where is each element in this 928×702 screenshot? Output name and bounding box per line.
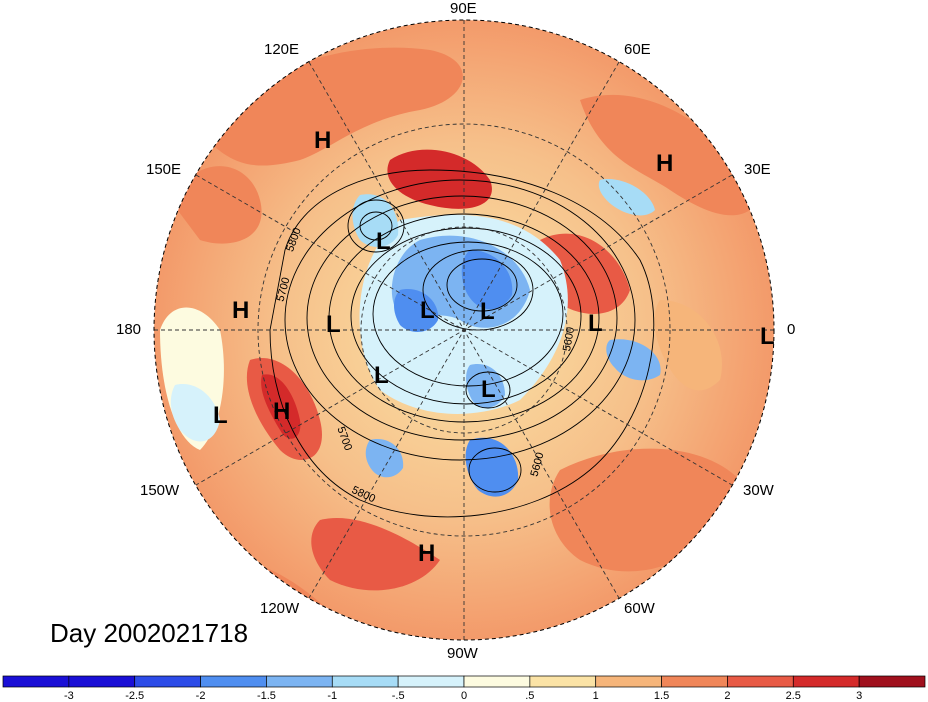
polar-map: 90E 60E 30E 0 30W 60W 90W 120W 150W 180 … bbox=[116, 0, 795, 662]
colorbar-swatch bbox=[397, 675, 465, 688]
colorbar-tick-label: -.5 bbox=[392, 690, 405, 702]
colorbar-tick-label: 2.5 bbox=[786, 690, 801, 702]
low-pressure-label: L bbox=[326, 311, 341, 338]
colorbar-tick-label: 3 bbox=[856, 690, 862, 702]
map-title: Day 2002021718 bbox=[50, 618, 249, 648]
graticule bbox=[154, 20, 774, 640]
colorbar-swatch bbox=[792, 675, 860, 688]
colorbar-tick-label: 2 bbox=[724, 690, 730, 702]
lon-label-30w: 30W bbox=[743, 482, 775, 499]
low-pressure-label: L bbox=[213, 402, 228, 429]
colorbar-swatch bbox=[2, 675, 70, 688]
lon-label-30e: 30E bbox=[744, 161, 771, 178]
lon-label-0: 0 bbox=[787, 321, 795, 338]
low-pressure-label: L bbox=[420, 297, 435, 324]
colorbar-tick-label: 0 bbox=[461, 690, 467, 702]
high-pressure-label: H bbox=[232, 297, 249, 324]
high-pressure-label: H bbox=[314, 127, 331, 154]
lon-label-120w: 120W bbox=[260, 600, 300, 617]
low-pressure-label: L bbox=[481, 376, 496, 403]
colorbar-swatch bbox=[727, 675, 794, 688]
lon-label-150w: 150W bbox=[140, 482, 180, 499]
colorbar-swatch bbox=[266, 675, 333, 688]
low-pressure-label: L bbox=[760, 323, 775, 350]
colorbar-tick-label: -1.5 bbox=[257, 690, 276, 702]
anomaly-field bbox=[154, 20, 774, 640]
colorbar-tick-label: .5 bbox=[525, 690, 534, 702]
high-pressure-label: H bbox=[656, 150, 673, 177]
low-pressure-label: L bbox=[374, 362, 389, 389]
colorbar-swatch bbox=[200, 675, 267, 688]
high-pressure-label: H bbox=[273, 398, 290, 425]
colorbar-swatch bbox=[858, 675, 926, 688]
map-boundary bbox=[153, 19, 775, 641]
lon-label-60e: 60E bbox=[624, 41, 651, 58]
colorbar-tick-label: -2.5 bbox=[125, 690, 144, 702]
colorbar-swatch bbox=[463, 675, 531, 688]
colorbar-swatch bbox=[134, 675, 201, 688]
lon-label-60w: 60W bbox=[624, 600, 656, 617]
contour-label: 5600 bbox=[561, 326, 577, 352]
colorbar-swatch bbox=[68, 675, 136, 688]
lon-label-120e: 120E bbox=[264, 41, 299, 58]
colorbar-tick-label: 1 bbox=[593, 690, 599, 702]
colorbar-tick-label: -3 bbox=[64, 690, 74, 702]
lon-label-180: 180 bbox=[116, 321, 141, 338]
colorbar-swatch bbox=[661, 675, 728, 688]
low-pressure-label: L bbox=[480, 298, 495, 325]
high-pressure-label: H bbox=[418, 540, 435, 567]
colorbar-tick-label: -2 bbox=[196, 690, 206, 702]
colorbar-tick-label: 1.5 bbox=[654, 690, 669, 702]
lon-label-150e: 150E bbox=[146, 161, 181, 178]
colorbar: -3 -2.5 -2 -1.5 -1 -.5 0 .5 1 1.5 2 2.5 3 bbox=[2, 675, 926, 702]
colorbar-swatch bbox=[331, 675, 399, 688]
colorbar-swatch bbox=[595, 675, 662, 688]
low-pressure-label: L bbox=[588, 310, 603, 337]
colorbar-tick-label: -1 bbox=[327, 690, 337, 702]
colorbar-swatch bbox=[529, 675, 597, 688]
lon-label-90e: 90E bbox=[450, 0, 477, 17]
low-pressure-label: L bbox=[376, 228, 391, 255]
lon-label-90w: 90W bbox=[447, 645, 479, 662]
